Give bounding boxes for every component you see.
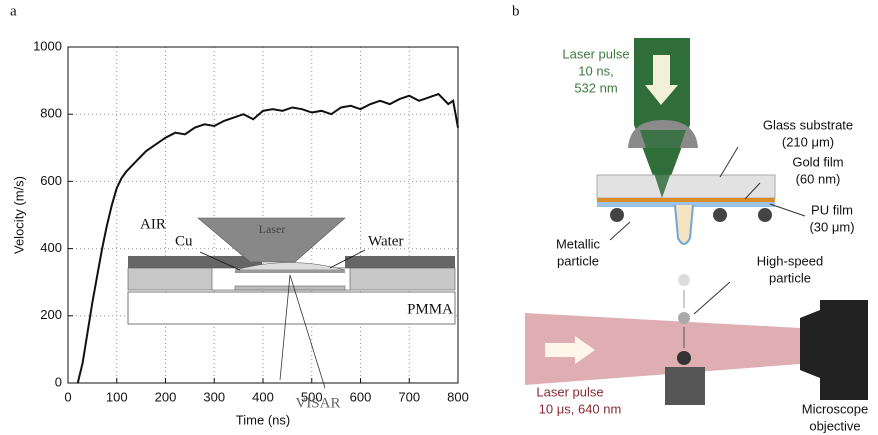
label: (210 μm) — [782, 134, 834, 149]
x-tick-label: 100 — [106, 389, 128, 404]
inset-label: PMMA — [407, 301, 453, 317]
arrow — [289, 274, 326, 389]
y-tick-label: 800 — [40, 106, 62, 121]
inset-label: AIR — [140, 216, 166, 232]
label: Laser pulse — [536, 384, 603, 399]
pointer — [693, 281, 731, 315]
glass — [596, 174, 776, 199]
x-tick-label: 0 — [64, 389, 71, 404]
label: 10 ns, — [578, 63, 613, 78]
particle — [758, 208, 772, 222]
green-beam — [640, 130, 686, 198]
x-tick-label: 400 — [252, 389, 274, 404]
gold-film — [597, 198, 775, 202]
pointer — [769, 203, 806, 217]
y-tick-label: 0 — [55, 374, 62, 389]
blister — [674, 204, 694, 245]
inset-label: VISAR — [295, 395, 340, 411]
label: Microscope — [802, 401, 868, 416]
panel-label: b — [512, 3, 520, 19]
label: 10 μs, 640 nm — [539, 401, 622, 416]
x-tick-label: 300 — [203, 389, 225, 404]
red-beam — [525, 313, 800, 385]
label: particle — [769, 270, 811, 285]
pointer — [199, 251, 241, 271]
x-tick-label: 600 — [350, 389, 372, 404]
data-line — [76, 92, 459, 384]
label: Gold film — [792, 154, 843, 169]
pmma-block — [127, 291, 456, 325]
pointer — [609, 221, 631, 241]
label: 532 nm — [574, 80, 617, 95]
pointer — [744, 182, 761, 200]
beam-arrow — [645, 55, 678, 105]
x-tick-label: 700 — [398, 389, 420, 404]
objective — [820, 300, 868, 400]
inset-label: Laser — [259, 222, 286, 236]
layer — [128, 256, 262, 268]
y-tick-label: 1000 — [33, 38, 62, 53]
particle — [678, 312, 690, 324]
y-axis-label: Velocity (m/s) — [11, 176, 26, 254]
inset-label: Cu — [175, 233, 193, 249]
inset-label: Water — [368, 233, 403, 249]
label: (60 nm) — [796, 171, 841, 186]
x-axis-label: Time (ns) — [236, 412, 290, 427]
x-tick-label: 800 — [447, 389, 469, 404]
label: Laser pulse — [562, 46, 629, 61]
stage — [665, 367, 705, 405]
x-tick-label: 200 — [155, 389, 177, 404]
particle — [677, 351, 691, 365]
particle — [713, 208, 727, 222]
panel-label: a — [10, 3, 17, 19]
label: objective — [809, 418, 860, 433]
diagram: Laser pulse 10 ns, 532 nm Glass substrat… — [525, 38, 868, 433]
label: (30 μm) — [809, 219, 854, 234]
laser-cone — [197, 217, 346, 263]
particle — [610, 208, 624, 222]
y-tick-label: 200 — [40, 307, 62, 322]
inset: AIR Cu Laser Water PMMA VISAR — [127, 216, 456, 411]
pointer — [719, 146, 739, 178]
label: High-speed — [757, 253, 824, 268]
layer — [345, 256, 455, 268]
beam-arrow — [545, 336, 595, 364]
label: particle — [557, 253, 599, 268]
particle — [678, 274, 690, 286]
x-tick-label: 500 — [301, 389, 323, 404]
plot: 0 200 400 600 800 1000 0 100 200 300 400 500 600 700 8… — [33, 38, 469, 404]
pu-film — [597, 202, 775, 207]
pointer — [329, 249, 366, 269]
green-beam — [634, 38, 690, 200]
plot-frame — [67, 46, 459, 384]
window — [234, 285, 346, 291]
label: Glass substrate — [763, 117, 853, 132]
label: Metallic — [556, 236, 601, 251]
cu-foil — [235, 270, 345, 273]
y-tick-label: 400 — [40, 240, 62, 255]
objective — [800, 310, 820, 378]
water — [234, 262, 346, 271]
y-tick-label: 600 — [40, 173, 62, 188]
label: PU film — [811, 202, 853, 217]
arrow — [279, 274, 291, 381]
